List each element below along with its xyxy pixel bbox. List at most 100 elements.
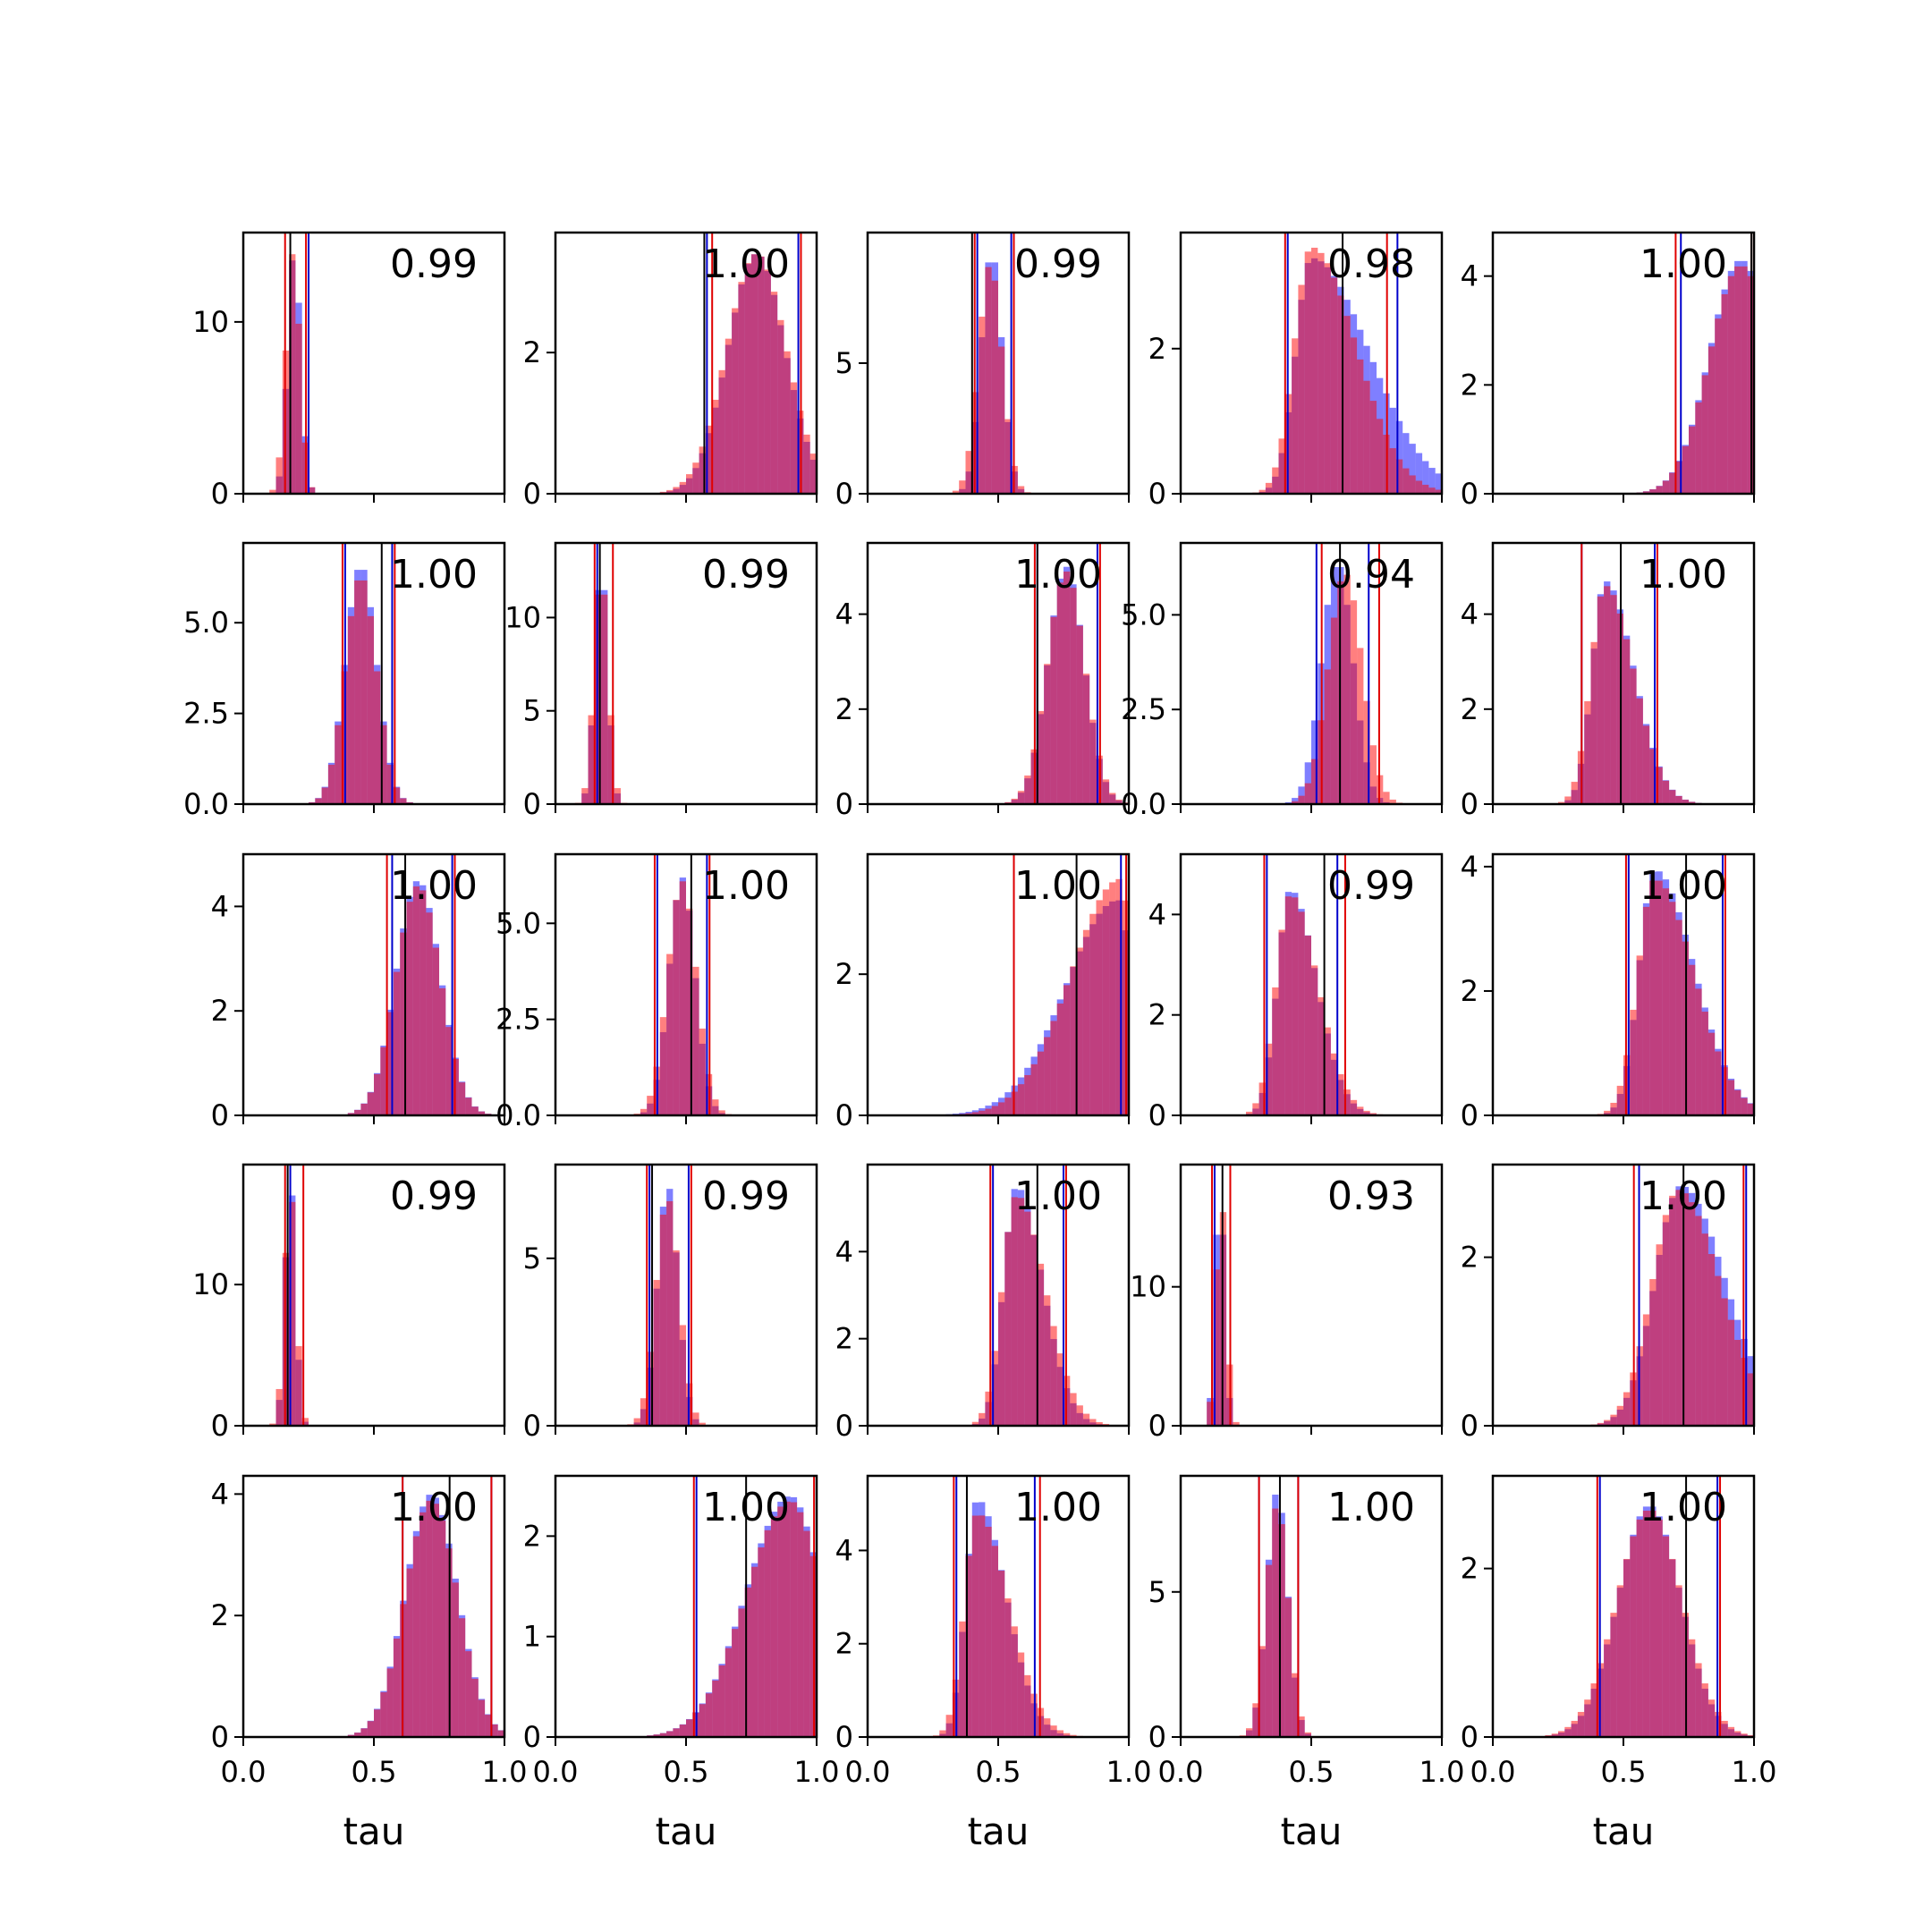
red-hist-bar (1063, 572, 1071, 804)
x-axis-title: tau (343, 1809, 405, 1853)
red-hist-bar (971, 1112, 979, 1115)
red-hist-bar (959, 1621, 966, 1737)
red-hist-bar (666, 489, 674, 494)
red-hist-bar (1343, 1089, 1351, 1115)
red-hist-bar (679, 1724, 686, 1737)
y-tick-label: 0 (211, 477, 229, 511)
red-hist-bar (1265, 1043, 1273, 1115)
blue-hist-bar (1409, 444, 1416, 494)
plot-area (347, 1476, 504, 1737)
red-hist-bar (1292, 801, 1299, 804)
red-hist-bar (1056, 582, 1063, 804)
panel-21: 0 2 4 0.0 0.5 1.0 tau 1.00 (211, 1474, 527, 1853)
red-hist-bar (673, 1250, 680, 1426)
red-hist-bar (1089, 1419, 1097, 1426)
red-hist-bar (1630, 668, 1637, 804)
panel-score-label: 0.99 (702, 552, 790, 597)
y-tick-label: 0 (1148, 477, 1166, 511)
red-hist-bar (998, 1102, 1005, 1115)
panel-score-label: 1.00 (702, 242, 790, 287)
red-hist-bar (1590, 1683, 1597, 1737)
red-hist-bar (699, 446, 706, 494)
y-tick-label: 2 (1461, 368, 1479, 402)
x-tick-label: 1.0 (1106, 1755, 1152, 1789)
red-hist-bar (581, 788, 589, 804)
y-tick-label: 4 (1461, 597, 1479, 631)
red-hist-bar (1689, 801, 1696, 804)
plot-area (633, 854, 733, 1115)
red-hist-bar (400, 932, 407, 1115)
red-hist-bar (1610, 595, 1617, 804)
y-tick-label: 0 (1148, 1098, 1166, 1132)
blue-hist-bar (1415, 453, 1423, 494)
x-tick-label: 0.5 (1289, 1755, 1335, 1789)
red-hist-bar (1350, 337, 1358, 494)
x-tick-label: 0.0 (1158, 1755, 1204, 1789)
red-hist-bar (1343, 574, 1351, 804)
red-hist-bar (471, 1678, 479, 1737)
y-tick-label: 0.0 (183, 787, 229, 821)
panel-score-label: 0.99 (1014, 242, 1102, 287)
panel-14: 0 2 4 0.99 (1148, 852, 1444, 1132)
red-hist-bar (1721, 1720, 1728, 1737)
red-hist-bar (1011, 798, 1018, 804)
red-hist-bar (1115, 800, 1123, 804)
red-hist-bar (1318, 996, 1325, 1115)
red-hist-bar (1369, 1113, 1377, 1115)
red-hist-bar (692, 462, 699, 494)
red-hist-bar (679, 881, 686, 1115)
red-hist-bar (1070, 588, 1077, 804)
red-hist-bar (360, 1103, 368, 1115)
panel-score-label: 0.99 (702, 1174, 790, 1219)
red-hist-bar (790, 1502, 798, 1737)
red-hist-bar (1415, 480, 1423, 494)
panel-score-label: 1.00 (1640, 1174, 1727, 1219)
red-hist-bar (1030, 1063, 1038, 1115)
red-hist-bar (419, 1512, 427, 1737)
red-hist-bar (1246, 1111, 1253, 1115)
red-hist-bar (991, 280, 998, 494)
red-hist-bar (1272, 467, 1279, 494)
x-tick-label: 0.0 (533, 1755, 579, 1789)
red-hist-bar (367, 1721, 374, 1737)
x-tick-label: 1.0 (794, 1755, 840, 1789)
red-hist-bar (1669, 1195, 1676, 1426)
red-hist-bar (1701, 1012, 1708, 1115)
y-tick-label: 0 (835, 1098, 853, 1132)
y-tick-label: 2 (523, 335, 541, 369)
blue-hist-bar (1428, 468, 1436, 494)
plot-area (347, 854, 492, 1115)
red-hist-bar (1330, 1053, 1338, 1115)
y-tick-label: 0 (835, 477, 853, 511)
y-tick-label: 2.5 (183, 697, 229, 731)
red-hist-bar (1649, 880, 1657, 1115)
red-hist-bar (1246, 1728, 1253, 1737)
red-hist-bar (374, 671, 381, 804)
y-tick-label: 4 (1461, 259, 1479, 293)
panel-score-label: 1.00 (1327, 1485, 1415, 1530)
y-tick-label: 10 (504, 600, 541, 634)
red-hist-bar (1311, 758, 1318, 804)
red-hist-bar (686, 474, 693, 494)
plot-area (933, 1476, 1083, 1737)
red-hist-bar (1096, 1421, 1103, 1426)
red-hist-bar (1258, 1082, 1266, 1115)
red-hist-bar (406, 902, 413, 1115)
red-hist-bar (985, 1391, 992, 1426)
red-hist-bar (374, 1073, 381, 1115)
red-hist-bar (1675, 795, 1682, 804)
red-hist-bar (1669, 790, 1676, 804)
panel-score-label: 0.94 (1327, 552, 1415, 597)
red-hist-bar (1304, 251, 1311, 494)
red-hist-bar (452, 1582, 459, 1737)
red-hist-bar (1662, 480, 1670, 494)
red-hist-bar (1318, 252, 1325, 494)
red-hist-bar (738, 1608, 745, 1737)
plot-area (1597, 854, 1754, 1115)
red-hist-bar (347, 615, 355, 804)
panel-22: 0 1 2 0.0 0.5 1.0 tau 1.00 (523, 1474, 840, 1853)
red-hist-bar (1669, 472, 1676, 494)
panel-score-label: 1.00 (702, 863, 790, 909)
plot-area (1239, 1476, 1311, 1737)
red-hist-bar (1044, 1718, 1051, 1737)
